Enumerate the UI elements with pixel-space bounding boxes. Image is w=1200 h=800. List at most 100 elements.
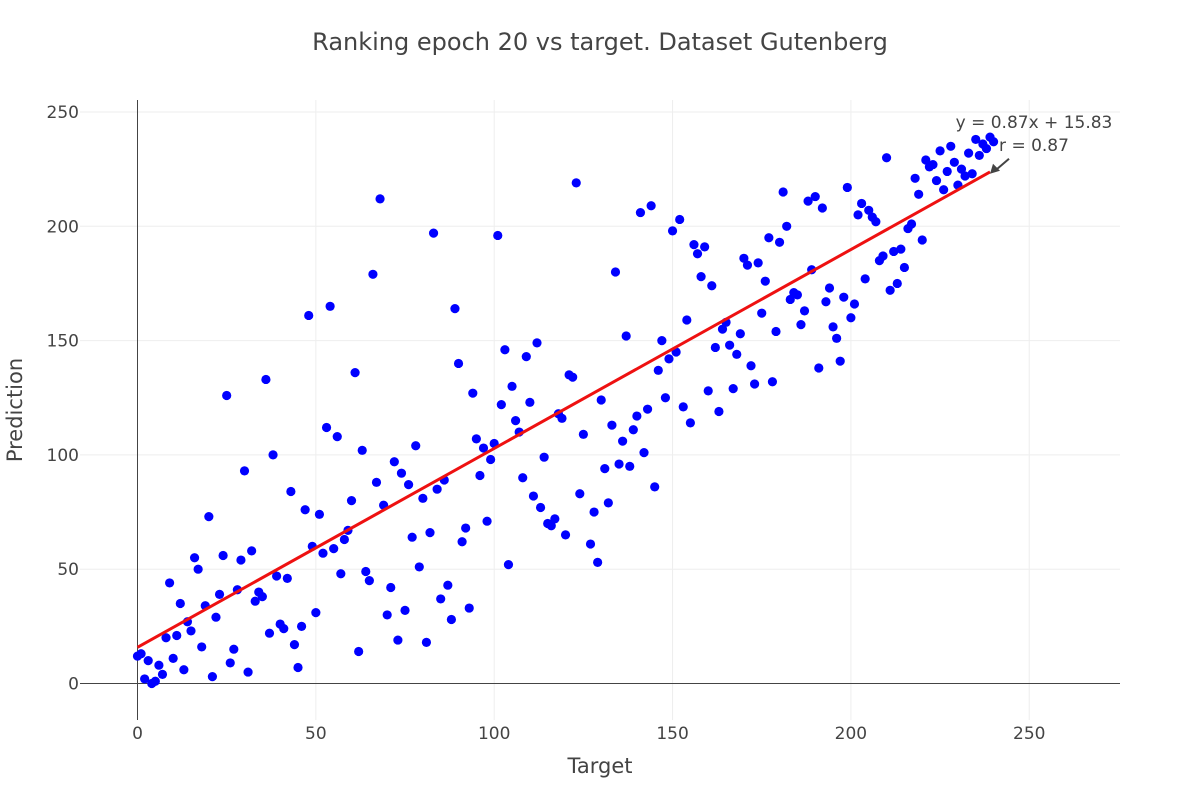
data-point — [771, 326, 781, 337]
data-point — [354, 646, 364, 657]
data-point — [446, 614, 456, 625]
data-point — [318, 548, 328, 558]
data-point — [154, 660, 164, 670]
data-points — [132, 132, 999, 689]
data-point — [197, 642, 207, 652]
data-point — [596, 395, 606, 405]
data-point — [835, 356, 845, 366]
data-point — [293, 662, 303, 673]
data-point — [742, 260, 753, 270]
data-point — [218, 550, 228, 561]
data-point — [165, 578, 175, 588]
data-point — [796, 319, 806, 330]
data-point — [143, 656, 153, 666]
data-point — [172, 630, 182, 641]
x-tick-label: 250 — [1013, 724, 1045, 744]
data-point — [939, 185, 949, 195]
data-point — [739, 253, 749, 263]
data-point — [525, 397, 535, 407]
data-point — [764, 233, 774, 243]
data-point — [250, 596, 260, 606]
data-point — [885, 285, 895, 295]
data-point — [667, 226, 678, 236]
y-tick-label: 200 — [47, 217, 79, 237]
data-point — [496, 400, 506, 410]
data-point — [357, 445, 367, 455]
data-point — [832, 333, 842, 343]
data-point — [279, 624, 289, 634]
data-point — [336, 569, 346, 579]
data-point — [650, 482, 660, 492]
data-point — [339, 534, 349, 545]
data-point — [371, 477, 382, 487]
data-point — [140, 674, 150, 684]
y-tick-label: 0 — [68, 675, 79, 695]
data-point — [732, 349, 742, 359]
regression-line-group — [136, 170, 991, 649]
data-point — [910, 173, 920, 183]
data-point — [289, 640, 300, 650]
data-point — [799, 306, 810, 316]
data-point — [268, 450, 278, 460]
data-point — [486, 454, 496, 465]
data-point — [411, 441, 421, 451]
data-point — [685, 418, 695, 428]
data-point — [532, 338, 542, 348]
x-tick-label: 0 — [132, 724, 143, 744]
data-point — [207, 672, 218, 682]
data-point — [346, 496, 357, 506]
data-point — [692, 249, 703, 259]
data-point — [906, 219, 917, 229]
data-point — [682, 315, 692, 325]
data-point — [632, 411, 642, 421]
data-point — [642, 404, 653, 414]
data-point — [425, 528, 435, 538]
data-point — [717, 324, 728, 334]
data-point — [971, 134, 981, 145]
data-point — [585, 539, 596, 549]
data-point — [264, 628, 275, 638]
data-point — [361, 566, 371, 577]
data-point — [432, 484, 442, 494]
data-point — [575, 489, 585, 499]
data-point — [418, 493, 428, 503]
x-tick-label: 100 — [478, 724, 510, 744]
data-point — [475, 470, 485, 481]
data-point — [521, 352, 531, 362]
data-point — [646, 201, 656, 211]
y-tick-label: 250 — [47, 103, 79, 123]
data-point — [272, 571, 282, 581]
data-point — [760, 276, 770, 286]
data-point — [675, 214, 685, 225]
data-point — [942, 166, 952, 177]
data-point — [571, 178, 581, 188]
data-point — [981, 143, 992, 154]
data-point — [500, 345, 510, 355]
data-point — [735, 329, 745, 339]
data-point — [878, 251, 888, 261]
data-point — [539, 452, 549, 462]
data-point — [414, 562, 424, 572]
data-point — [304, 310, 314, 321]
x-axis-label: Target — [567, 754, 633, 778]
data-point — [350, 368, 360, 378]
data-point — [625, 461, 635, 471]
data-point — [767, 377, 778, 387]
data-point — [857, 198, 867, 209]
data-point — [393, 635, 403, 645]
data-point — [560, 530, 571, 540]
data-point — [236, 555, 246, 565]
data-point — [375, 194, 385, 204]
data-point — [988, 137, 999, 147]
data-point — [314, 509, 325, 519]
data-point — [247, 546, 257, 556]
data-point — [211, 612, 221, 622]
data-point — [928, 159, 938, 170]
data-point — [678, 402, 688, 412]
data-point — [931, 175, 942, 186]
data-point — [364, 576, 374, 586]
data-point — [849, 299, 860, 309]
data-point — [468, 388, 478, 398]
data-point — [150, 676, 160, 686]
